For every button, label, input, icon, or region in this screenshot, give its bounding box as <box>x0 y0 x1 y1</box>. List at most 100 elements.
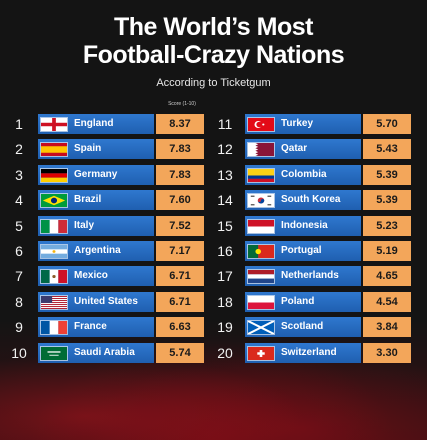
scotland-flag-icon <box>247 320 275 336</box>
score-value: 8.37 <box>156 114 204 134</box>
rank-label: 12 <box>217 141 233 158</box>
country-name: Argentina <box>74 245 121 256</box>
table-row: 3 Germany 7.83 <box>0 164 427 185</box>
chart-title-line-2: Football-Crazy Nations <box>82 41 345 69</box>
country-name: Qatar <box>281 143 308 155</box>
country-name: Portugal <box>281 245 322 256</box>
indonesia-flag-icon <box>247 218 275 234</box>
score-value: 5.39 <box>363 190 411 211</box>
crowd-background <box>0 320 427 440</box>
score-value: 5.23 <box>363 215 411 236</box>
country-name: United States <box>74 295 138 307</box>
rank-label: 3 <box>15 166 23 183</box>
france-flag-icon <box>40 320 68 336</box>
table-row: 1 England 8.37 <box>0 114 427 134</box>
country-name: Spain <box>74 143 102 155</box>
rank-label: 4 <box>15 192 23 209</box>
score-value: 3.84 <box>363 317 411 338</box>
table-row: 4 Brazil 7.60 <box>0 190 427 211</box>
score-column-label: Score (1-10) <box>168 101 196 107</box>
rank-label: 7 <box>15 268 23 285</box>
country-name: Italy <box>74 219 95 231</box>
score-value: 5.43 <box>363 139 411 160</box>
turkey-flag-icon <box>247 117 275 132</box>
england-flag-icon <box>40 117 68 132</box>
country-name: Turkey <box>281 118 314 129</box>
score-value: 5.19 <box>363 241 411 261</box>
argentina-flag-icon <box>40 244 68 259</box>
score-value: 7.52 <box>156 215 204 236</box>
chart-subtitle: According to Ticketgum <box>156 77 271 89</box>
score-value: 6.63 <box>156 317 204 338</box>
mexico-flag-icon <box>40 269 68 285</box>
table-row: 8 United States 6.71 <box>0 291 427 312</box>
country-name: England <box>74 118 114 129</box>
score-value: 7.60 <box>156 190 204 211</box>
score-value: 7.17 <box>156 241 204 261</box>
brazil-flag-icon <box>40 193 68 209</box>
portugal-flag-icon <box>247 244 275 259</box>
table-row: 11 Turkey 5.70 <box>0 114 427 134</box>
score-value: 6.71 <box>156 266 204 287</box>
table-row: 7 Mexico 6.71 <box>0 266 427 287</box>
rank-label: 5 <box>15 217 23 234</box>
rank-label: 14 <box>217 192 233 209</box>
rank-label: 17 <box>217 268 233 285</box>
spain-flag-icon <box>40 142 68 158</box>
table-row: 9 France 6.63 <box>0 317 427 338</box>
score-value: 3.30 <box>363 342 411 363</box>
switzerland-flag-icon <box>247 345 275 361</box>
rank-label: 9 <box>15 319 23 336</box>
rank-label: 1 <box>15 116 23 132</box>
country-name: Poland <box>281 295 315 307</box>
netherlands-flag-icon <box>247 269 275 285</box>
chart-title-line-1: The World’s Most <box>114 13 313 41</box>
country-name: Mexico <box>74 270 108 282</box>
table-row: 20 Switzerland 3.30 <box>0 342 427 363</box>
rank-label: 16 <box>217 243 233 259</box>
table-row: 17 Netherlands 4.65 <box>0 266 427 287</box>
south-korea-flag-icon <box>247 193 275 209</box>
rank-label: 20 <box>217 344 233 361</box>
table-row: 14 South Korea 5.39 <box>0 190 427 211</box>
country-name: Switzerland <box>281 346 337 358</box>
score-value: 5.39 <box>363 164 411 185</box>
table-row: 15 Indonesia 5.23 <box>0 215 427 236</box>
country-name: Netherlands <box>281 270 339 282</box>
table-row: 12 Qatar 5.43 <box>0 139 427 160</box>
score-value: 6.71 <box>156 291 204 312</box>
rank-label: 6 <box>15 243 23 259</box>
table-row: 16 Portugal 5.19 <box>0 241 427 261</box>
rank-label: 19 <box>217 319 233 336</box>
table-row: 19 Scotland 3.84 <box>0 317 427 338</box>
country-name: Indonesia <box>281 219 328 231</box>
score-value: 7.83 <box>156 139 204 160</box>
score-value: 5.74 <box>156 342 204 363</box>
rank-label: 15 <box>217 217 233 234</box>
table-row: 10 Saudi Arabia 5.74 <box>0 342 427 363</box>
rank-label: 18 <box>217 293 233 310</box>
country-name: Germany <box>74 168 118 180</box>
rank-label: 10 <box>11 344 27 361</box>
country-name: France <box>74 321 107 333</box>
italy-flag-icon <box>40 218 68 234</box>
score-value: 4.54 <box>363 291 411 312</box>
table-row: 13 Colombia 5.39 <box>0 164 427 185</box>
table-row: 18 Poland 4.54 <box>0 291 427 312</box>
table-row: 2 Spain 7.83 <box>0 139 427 160</box>
score-value: 7.83 <box>156 164 204 185</box>
score-value: 4.65 <box>363 266 411 287</box>
qatar-flag-icon <box>247 142 275 158</box>
country-name: Scotland <box>281 321 324 333</box>
table-row: 5 Italy 7.52 <box>0 215 427 236</box>
rank-label: 13 <box>217 166 233 183</box>
table-row: 6 Argentina 7.17 <box>0 241 427 261</box>
germany-flag-icon <box>40 167 68 183</box>
score-value: 5.70 <box>363 114 411 134</box>
rank-label: 11 <box>217 116 233 132</box>
country-name: Saudi Arabia <box>74 346 135 358</box>
colombia-flag-icon <box>247 167 275 183</box>
saudi-arabia-flag-icon <box>40 345 68 361</box>
country-name: Brazil <box>74 194 102 206</box>
usa-flag-icon <box>40 294 68 310</box>
